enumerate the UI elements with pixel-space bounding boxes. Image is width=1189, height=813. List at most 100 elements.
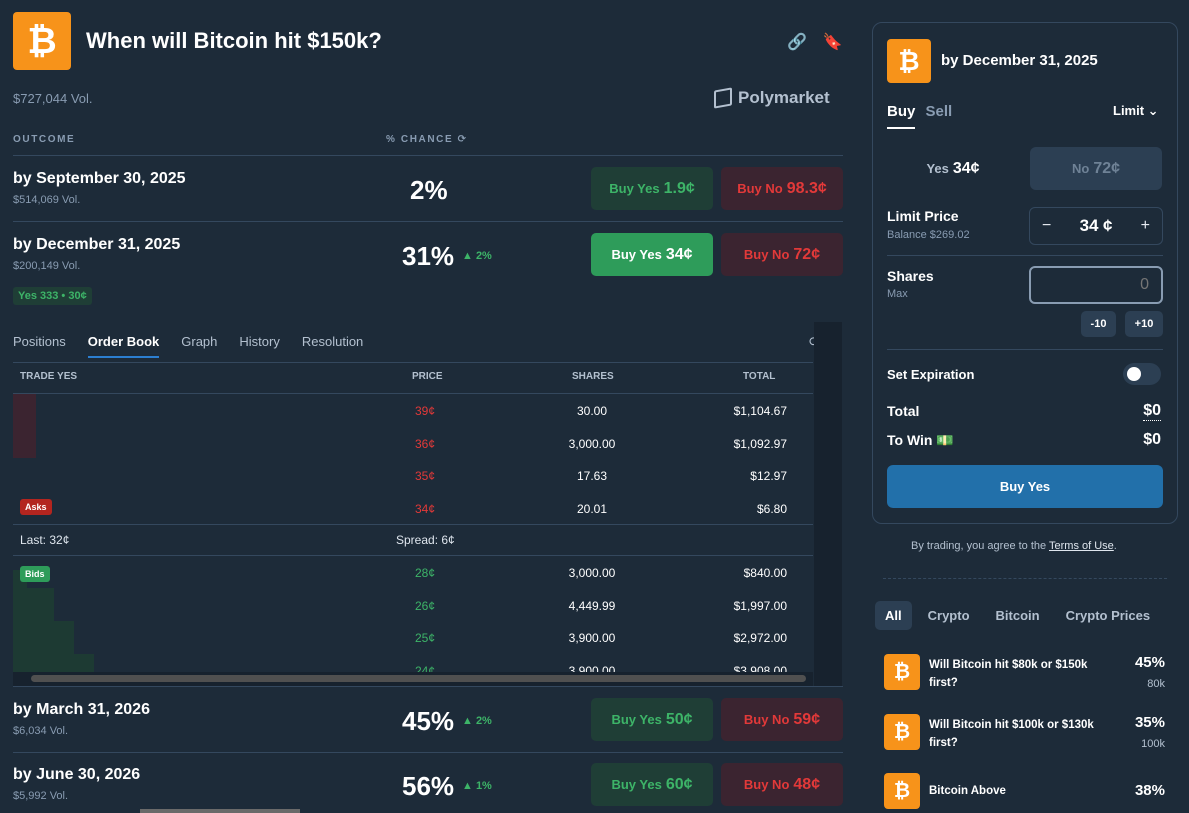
tab-sell[interactable]: Sell: [925, 103, 953, 120]
bookmark-icon[interactable]: 🔖: [822, 34, 843, 51]
tab-graph[interactable]: Graph: [181, 334, 218, 349]
ob-price: 24¢: [415, 663, 436, 675]
buy-yes-price: 1.9¢: [663, 179, 695, 197]
ob-shares: 3,000.00: [568, 566, 616, 580]
ob-price: 28¢: [415, 566, 436, 580]
buy-yes-price: 34¢: [665, 245, 693, 263]
market-volume: $727,044 Vol.: [13, 91, 93, 106]
scrollbar-thumb[interactable]: [31, 675, 806, 682]
outcome-column-header: OUTCOME: [13, 134, 76, 145]
order-book: TRADE YES PRICE SHARES TOTAL 39¢ 30.00 $…: [13, 362, 813, 674]
limit-price-stepper[interactable]: − 34 ¢ +: [1029, 207, 1163, 245]
tab-positions[interactable]: Positions: [13, 334, 66, 349]
max-shares-link[interactable]: Max: [887, 288, 908, 300]
category-all[interactable]: All: [875, 601, 912, 630]
orderbook-vertical-scrollbar[interactable]: [814, 322, 842, 686]
ob-header-shares: SHARES: [572, 371, 614, 382]
decrement-button[interactable]: −: [1042, 217, 1052, 234]
plus-10-button[interactable]: +10: [1125, 311, 1163, 337]
limit-price-value[interactable]: 34: [1079, 216, 1099, 235]
expiration-toggle[interactable]: [1123, 363, 1161, 385]
orderbook-horizontal-scrollbar[interactable]: [13, 672, 813, 686]
category-crypto[interactable]: Crypto: [927, 608, 970, 623]
divider: [887, 255, 1163, 256]
no-outcome-button[interactable]: No 72¢: [1030, 147, 1162, 190]
tab-buy[interactable]: Buy: [887, 103, 916, 120]
tab-history[interactable]: History: [239, 334, 280, 349]
minus-10-button[interactable]: -10: [1081, 311, 1116, 337]
divider: [13, 155, 843, 156]
ob-shares: 3,000.00: [568, 436, 616, 451]
buy-no-button[interactable]: Buy No 59¢: [721, 698, 843, 741]
related-percent: 35%: [1134, 714, 1165, 731]
buy-no-button[interactable]: Buy No 48¢: [721, 763, 843, 806]
category-crypto-prices[interactable]: Crypto Prices: [1065, 608, 1151, 623]
chance-column-header[interactable]: % CHANCE ⟳: [386, 134, 468, 145]
buy-yes-button[interactable]: Buy Yes 60¢: [591, 763, 713, 806]
to-win-label: To Win 💵: [887, 432, 954, 448]
buy-no-label: Buy No: [743, 247, 790, 262]
outcome-chance: 45%: [402, 706, 455, 736]
order-type-dropdown[interactable]: Limit ⌄: [1113, 103, 1159, 118]
yes-outcome-button[interactable]: Yes 34¢: [887, 147, 1019, 190]
tab-resolution[interactable]: Resolution: [301, 334, 364, 349]
buy-yes-price: 50¢: [665, 710, 693, 728]
ob-shares: 3,900.00: [568, 663, 616, 675]
buy-yes-button[interactable]: Buy Yes 1.9¢: [591, 167, 713, 210]
no-price: 72¢: [1093, 159, 1121, 177]
ask-depth-bar: [13, 426, 36, 458]
buy-no-button[interactable]: Buy No 72¢: [721, 233, 843, 276]
spread: Spread: 6¢: [396, 533, 455, 547]
outcome-title: by December 31, 2025: [13, 236, 181, 253]
ob-shares: 20.01: [576, 501, 608, 516]
buy-yes-price: 60¢: [665, 775, 693, 793]
polymarket-icon: [714, 87, 732, 109]
ob-total: $1,997.00: [733, 598, 787, 613]
page-horizontal-scrollbar[interactable]: [140, 809, 300, 813]
ob-header-trade: TRADE YES: [20, 371, 78, 382]
related-question: Will Bitcoin hit $100k or $130k first?: [929, 719, 1094, 749]
buy-no-button[interactable]: Buy No 98.3¢: [721, 167, 843, 210]
total-label: Total: [887, 403, 920, 419]
bid-depth-bar: [54, 621, 74, 674]
buy-no-price: 98.3¢: [786, 179, 827, 197]
polymarket-brand[interactable]: Polymarket: [714, 87, 830, 109]
tab-order-book[interactable]: Order Book: [87, 334, 160, 358]
total-value: $0: [1143, 402, 1161, 421]
position-chip[interactable]: Yes 333 • 30¢: [13, 287, 92, 305]
increment-button[interactable]: +: [1140, 217, 1150, 234]
divider: [13, 362, 813, 363]
refresh-icon[interactable]: ⟳: [457, 134, 468, 145]
ob-shares: 30.00: [576, 404, 608, 418]
buy-yes-label: Buy Yes: [611, 247, 662, 262]
buy-no-label: Buy No: [743, 712, 790, 727]
yes-label: Yes: [926, 161, 949, 176]
shares-label: Shares: [887, 268, 934, 284]
buy-yes-button[interactable]: Buy Yes 50¢: [591, 698, 713, 741]
buy-yes-button[interactable]: Buy Yes 34¢: [591, 233, 713, 276]
bitcoin-logo: ₿: [887, 39, 931, 83]
divider: [13, 752, 843, 753]
bid-depth-bar: [27, 588, 54, 674]
outcome-volume: $6,034 Vol.: [13, 725, 69, 737]
outcome-volume: $200,149 Vol.: [13, 260, 81, 272]
related-sub: 100k: [1141, 738, 1165, 750]
buy-yes-submit-button[interactable]: Buy Yes: [887, 465, 1163, 508]
ob-total: $1,092.97: [733, 436, 787, 451]
outcome-title: by September 30, 2025: [13, 170, 186, 187]
outcome-chance: 31%: [402, 241, 455, 271]
trade-panel: ₿ by December 31, 2025 Buy Sell Limit ⌄ …: [872, 22, 1178, 524]
divider: [883, 578, 1167, 579]
ob-total: $12.97: [750, 469, 787, 483]
buy-yes-label: Buy Yes: [611, 777, 662, 792]
ob-total: $840.00: [743, 566, 787, 580]
terms-link[interactable]: Terms of Use: [1049, 540, 1114, 552]
shares-input[interactable]: [1029, 266, 1163, 304]
link-icon[interactable]: 🔗: [787, 34, 807, 51]
ob-shares: 3,900.00: [568, 631, 616, 645]
category-bitcoin[interactable]: Bitcoin: [995, 608, 1040, 623]
buy-yes-label: Buy Yes: [609, 181, 660, 196]
market-title: When will Bitcoin hit $150k?: [86, 28, 382, 53]
buy-sell-tabs: Buy Sell: [887, 103, 952, 120]
balance: Balance $269.02: [887, 229, 970, 241]
